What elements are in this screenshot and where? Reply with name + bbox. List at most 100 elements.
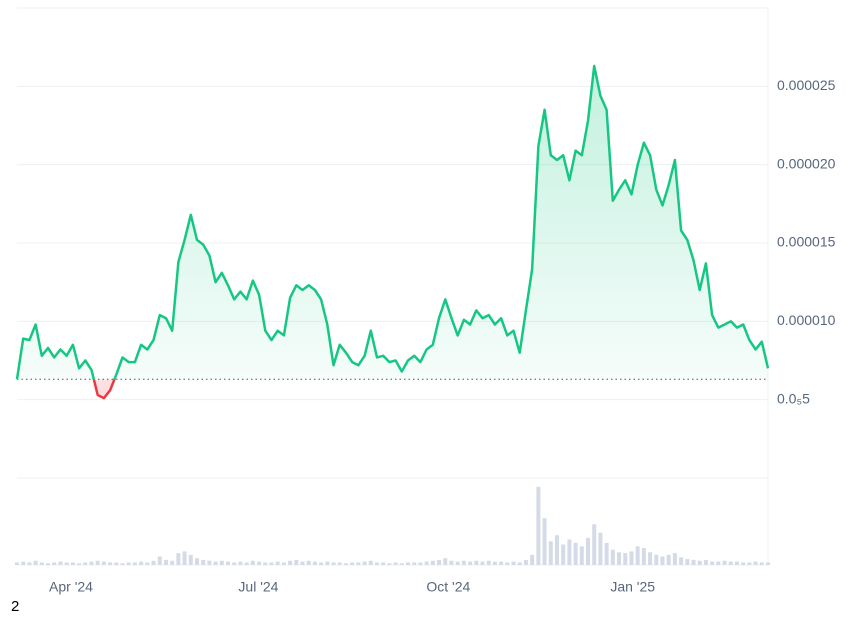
- volume-bar: [33, 560, 38, 565]
- volume-bar: [672, 553, 677, 565]
- volume-bar: [350, 562, 355, 565]
- volume-bar: [263, 562, 268, 565]
- volume-bar: [399, 563, 404, 565]
- volume-bar: [337, 562, 342, 565]
- volume-bar: [443, 558, 448, 565]
- volume-bar: [641, 548, 646, 565]
- volume-bar: [170, 560, 175, 565]
- y-tick-label: 0.0₅5: [777, 390, 810, 406]
- volume-bar: [685, 559, 690, 565]
- price-line: [15, 64, 770, 400]
- volume-bar: [21, 561, 26, 565]
- x-tick-label: Apr '24: [49, 579, 93, 595]
- volume-bar: [703, 559, 708, 565]
- volume-bar: [362, 561, 367, 565]
- volume-bar: [331, 562, 336, 565]
- volume-bar: [145, 562, 150, 565]
- volume-bar: [455, 561, 460, 565]
- volume-bar: [753, 561, 758, 565]
- volume-bar: [139, 561, 144, 565]
- volume-bar: [418, 562, 423, 565]
- volume-bar: [281, 562, 286, 565]
- volume-bar: [635, 546, 640, 565]
- volume-bar: [114, 562, 119, 565]
- volume-bar: [548, 541, 553, 565]
- volume-bar: [561, 544, 566, 565]
- volume-bar: [468, 561, 473, 565]
- volume-bar: [126, 562, 131, 565]
- volume-bar: [108, 562, 113, 565]
- volume-bar: [194, 558, 199, 565]
- volume-bar: [356, 562, 361, 565]
- volume-bar: [257, 561, 262, 565]
- volume-bar: [697, 560, 702, 565]
- volume-bar: [157, 556, 162, 565]
- volume-bar: [70, 562, 75, 565]
- volume-bar: [368, 560, 373, 565]
- volume-bar: [598, 532, 603, 565]
- y-tick-label: 0.000020: [777, 155, 836, 171]
- volume-bar: [461, 560, 466, 565]
- volume-bar: [151, 560, 156, 565]
- volume-bar: [64, 562, 69, 565]
- volume-bar: [120, 563, 125, 565]
- volume-bar: [319, 562, 324, 565]
- volume-bar: [182, 551, 187, 565]
- volume-bar: [629, 551, 634, 565]
- volume-bar: [604, 542, 609, 565]
- volume-bar: [27, 562, 32, 565]
- volume-bar: [666, 554, 671, 565]
- volume-bar: [530, 554, 535, 565]
- volume-bar: [226, 561, 231, 565]
- volume-bar: [610, 549, 615, 565]
- volume-bar: [480, 561, 485, 565]
- volume-bar: [52, 562, 57, 565]
- volume-bar: [542, 518, 547, 565]
- volume-bar: [586, 537, 591, 565]
- volume-bar: [232, 562, 237, 565]
- volume-bar: [759, 562, 764, 565]
- volume-bar: [101, 561, 106, 565]
- volume-bar: [89, 561, 94, 565]
- volume-bar: [374, 562, 379, 565]
- volume-bar: [288, 560, 293, 565]
- volume-bar: [710, 561, 715, 565]
- volume-bar: [244, 562, 249, 565]
- volume-bar: [188, 554, 193, 565]
- volume-bar: [499, 561, 504, 565]
- volume-bar: [343, 563, 348, 565]
- volume-bar: [312, 561, 317, 565]
- volume-bar: [486, 560, 491, 565]
- volume-bar: [474, 560, 479, 565]
- volume-bar: [300, 561, 305, 565]
- volume-bar: [46, 563, 51, 565]
- y-tick-label: 0.000025: [777, 77, 836, 93]
- volume-bar: [250, 560, 255, 565]
- volume-bar: [306, 560, 311, 565]
- volume-bar: [734, 561, 739, 565]
- volume-bar: [449, 560, 454, 565]
- volume-bar: [294, 559, 299, 565]
- volume-bar: [77, 563, 82, 565]
- volume-bar: [424, 561, 429, 565]
- volume-bar: [406, 562, 411, 565]
- volume-bar: [511, 561, 516, 565]
- volume-bar: [269, 562, 274, 565]
- volume-bar: [728, 561, 733, 565]
- volume-bar: [716, 561, 721, 565]
- volume-bar: [213, 561, 218, 565]
- volume-bar: [579, 546, 584, 565]
- volume-bar: [592, 524, 597, 565]
- volume-bar: [387, 563, 392, 565]
- volume-bar: [238, 561, 243, 565]
- volume-bar: [176, 553, 181, 565]
- volume-bar: [648, 552, 653, 565]
- volume-bar: [722, 560, 727, 565]
- volume-bar: [95, 560, 100, 565]
- volume-bar: [58, 561, 63, 565]
- volume-bar: [567, 539, 572, 565]
- volume-bar: [430, 560, 435, 565]
- volume-bar: [517, 562, 522, 565]
